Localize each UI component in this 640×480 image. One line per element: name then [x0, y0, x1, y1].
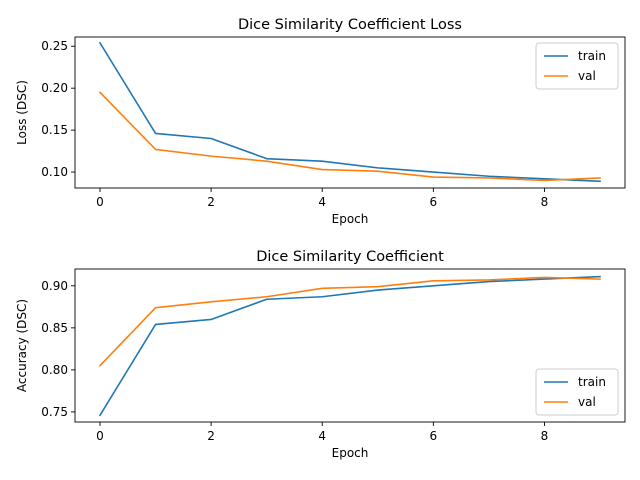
x-tick-label: 6 — [430, 195, 438, 209]
x-tick-label: 8 — [541, 429, 549, 443]
x-tick-label: 0 — [96, 195, 104, 209]
x-tick-label: 0 — [96, 429, 104, 443]
y-tick-label: 0.85 — [41, 321, 68, 335]
legend-label-train: train — [578, 375, 606, 389]
x-axis-label: Epoch — [332, 212, 369, 226]
plot-frame — [74, 36, 626, 189]
legend: train val — [535, 42, 619, 90]
y-tick-label: 0.90 — [41, 279, 68, 293]
y-tick-label: 0.15 — [41, 123, 68, 137]
legend-label-val: val — [578, 69, 596, 83]
y-tick-label: 0.25 — [41, 39, 68, 53]
x-tick-label: 4 — [318, 195, 326, 209]
legend: train val — [535, 368, 619, 416]
legend-label-train: train — [578, 49, 606, 63]
series-line-train — [98, 41, 601, 183]
y-tick-label: 0.10 — [41, 165, 68, 179]
y-axis-label: Accuracy (DSC) — [15, 299, 29, 392]
legend-box — [535, 368, 619, 416]
x-tick-label: 8 — [541, 195, 549, 209]
x-tick-label: 4 — [318, 429, 326, 443]
y-tick-label: 0.20 — [41, 81, 68, 95]
legend-label-val: val — [578, 395, 596, 409]
chart-title: Dice Similarity Coefficient — [256, 249, 444, 265]
y-tick-label: 0.80 — [41, 363, 68, 377]
chart-title: Dice Similarity Coefficient Loss — [238, 17, 462, 33]
y-axis-label: Loss (DSC) — [15, 80, 29, 145]
plot-frame — [74, 268, 626, 423]
chart-2: Dice Similarity Coefficient 0 2 4 6 8 0.75 0.80… — [15, 249, 626, 460]
x-tick-label: 2 — [207, 195, 215, 209]
x-tick-label: 2 — [207, 429, 215, 443]
x-tick-label: 6 — [430, 429, 438, 443]
series-line-val — [98, 91, 601, 182]
y-tick-label: 0.75 — [41, 405, 68, 419]
x-axis-label: Epoch — [332, 446, 369, 460]
series-line-val — [98, 276, 601, 367]
legend-box — [535, 42, 619, 90]
series-line-train — [98, 275, 601, 417]
chart-1: Dice Similarity Coefficient Loss 0 2 4 6 8 0.1… — [15, 17, 626, 226]
